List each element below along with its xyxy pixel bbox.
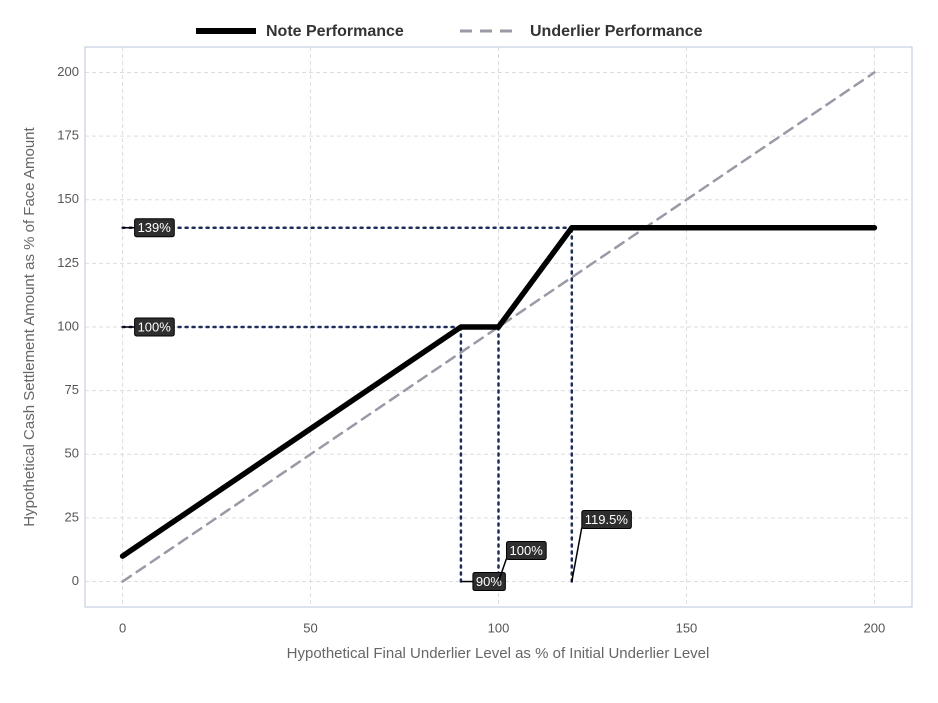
annotation-box	[134, 317, 175, 337]
annotation-label: 119.5%	[585, 512, 629, 527]
y-tick-label: 50	[65, 446, 79, 461]
y-tick-label: 175	[57, 128, 79, 143]
annotation-box	[472, 572, 506, 592]
legend-label: Note Performance	[266, 23, 404, 40]
annotation-box	[134, 218, 175, 238]
annotation-label: 100%	[138, 319, 172, 334]
x-tick-label: 50	[303, 620, 317, 635]
series-line	[119, 224, 878, 559]
annotation-label: 139%	[138, 220, 172, 235]
series-line	[121, 71, 876, 583]
annotation-leader	[571, 527, 583, 582]
annotation-label: 90%	[476, 574, 502, 589]
legend-label: Underlier Performance	[530, 23, 703, 40]
x-tick-label: 100	[488, 620, 510, 635]
x-tick-label: 0	[119, 620, 126, 635]
annotation-leader	[497, 558, 508, 582]
y-tick-label: 75	[65, 382, 79, 397]
y-tick-label: 100	[57, 318, 79, 333]
y-tick-label: 0	[72, 573, 79, 588]
annotation-box	[506, 541, 547, 561]
annotation-label: 100%	[510, 543, 544, 558]
y-axis-title: Hypothetical Cash Settlement Amount as %…	[21, 126, 38, 526]
annotation-box	[581, 510, 632, 530]
y-tick-label: 200	[57, 64, 79, 79]
y-tick-label: 150	[57, 191, 79, 206]
y-tick-label: 125	[57, 255, 79, 270]
x-tick-label: 200	[864, 620, 886, 635]
y-tick-label: 25	[65, 509, 79, 524]
x-tick-label: 150	[676, 620, 698, 635]
x-axis-title: Hypothetical Final Underlier Level as % …	[287, 645, 710, 662]
